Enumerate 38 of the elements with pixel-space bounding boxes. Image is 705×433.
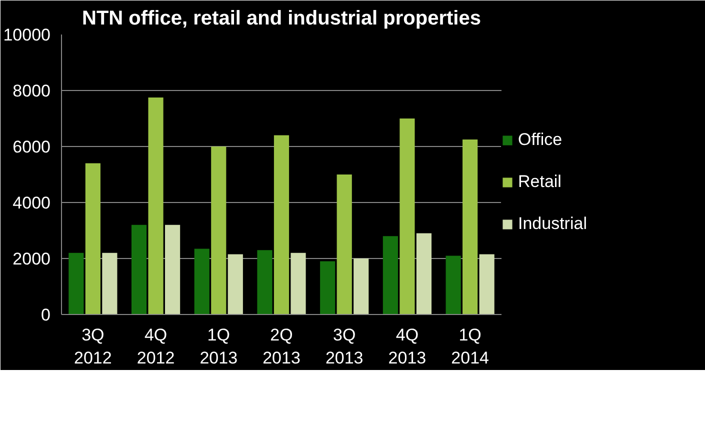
bar (336, 174, 352, 314)
y-tick-label: 0 (41, 306, 51, 324)
y-tick-label: 10000 (3, 26, 51, 44)
bar (274, 135, 290, 314)
x-tick-label: 1Q 2014 (451, 326, 489, 368)
y-tick-label: 2000 (12, 250, 51, 268)
bar (462, 140, 478, 314)
bar (85, 163, 100, 314)
bar (102, 252, 118, 314)
x-tick-label: 4Q 2012 (136, 326, 175, 368)
bar (354, 258, 369, 314)
x-tick-label: 2Q 2013 (262, 326, 300, 368)
bar (320, 261, 336, 314)
bar (131, 224, 147, 314)
y-tick-label: 6000 (12, 138, 51, 156)
x-tick-label: 4Q 2013 (388, 326, 426, 368)
x-tick-label: 3Q 2012 (74, 326, 112, 368)
chart-title: NTN office, retail and industrial properties (82, 8, 481, 30)
bar (148, 98, 164, 314)
bar (479, 254, 494, 314)
x-tick-label: 3Q 2013 (325, 326, 364, 368)
bar (165, 224, 180, 314)
bar (257, 250, 272, 314)
bar (211, 146, 226, 314)
bar (290, 252, 306, 314)
y-tick-label: 4000 (12, 194, 51, 212)
legend-label: Industrial (518, 214, 587, 234)
bar (68, 252, 84, 314)
bar (382, 236, 398, 314)
legend-label: Retail (518, 172, 562, 192)
legend-label: Office (518, 130, 562, 150)
y-tick-label: 8000 (12, 82, 51, 100)
bar (228, 254, 243, 314)
bar (416, 233, 432, 314)
x-tick-label: 1Q 2013 (200, 326, 238, 368)
bar (446, 256, 461, 314)
bar (194, 248, 210, 314)
bar (400, 118, 415, 314)
